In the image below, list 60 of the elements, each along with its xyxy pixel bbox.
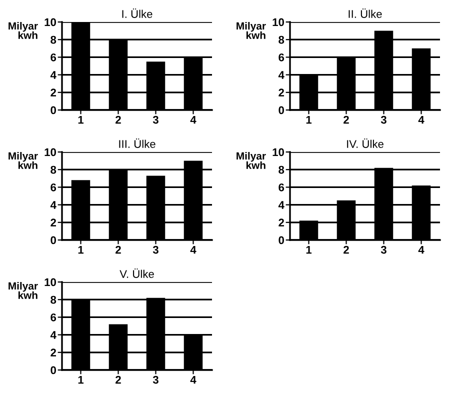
y-tick-label: 0 [50,106,56,114]
x-tick-label: 3 [152,376,158,384]
y-tick-label: 8 [278,166,284,174]
x-tick-label: 2 [344,246,349,254]
y-tick-label: 2 [50,218,56,226]
x-tick-label: 1 [78,246,84,254]
x-tick-label: 2 [116,116,121,124]
y-tick-label: 0 [278,106,284,114]
y-tick-label: 6 [278,183,284,192]
y-axis-title: Milyar kwh [8,282,38,299]
y-tick-label: 4 [50,71,56,79]
y-axis-title: Milyar kwh [236,152,266,169]
y-tick-label: 0 [278,236,284,244]
x-tick-label: 1 [78,376,84,384]
x-tick-label: 1 [306,116,312,124]
y-tick-label: 10 [44,278,56,286]
y-axis-title: Milyar kwh [236,22,266,39]
y-tick-label: 0 [50,366,56,374]
chart-title: II. Ülke [348,8,382,18]
y-tick-label: 6 [278,53,284,62]
y-axis-title: Milyar kwh [8,152,38,169]
y-axis-title: Milyar kwh [8,22,38,39]
x-tick-label: 4 [418,116,424,124]
y-tick-label: 4 [278,71,284,79]
y-tick-label: 10 [44,18,56,26]
y-tick-label: 4 [50,331,56,339]
x-tick-label: 2 [116,376,121,384]
x-tick-label: 3 [152,246,158,254]
chart-title: V. Ülke [120,268,154,278]
y-tick-label: 6 [50,53,56,62]
y-tick-label: 8 [50,36,56,44]
y-tick-label: 4 [278,201,284,209]
y-tick-label: 10 [44,148,56,156]
x-tick-label: 4 [190,246,196,254]
y-tick-label: 2 [278,218,284,226]
y-tick-label: 8 [50,296,56,304]
y-tick-label: 6 [50,313,56,322]
x-tick-label: 3 [380,246,386,254]
y-tick-label: 2 [50,348,56,356]
x-tick-label: 4 [190,376,196,384]
chart-title: III. Ülke [119,138,156,148]
x-tick-label: 4 [418,246,424,254]
y-tick-label: 8 [50,166,56,174]
y-tick-label: 0 [50,236,56,244]
y-tick-label: 10 [272,148,284,156]
y-tick-label: 4 [50,201,56,209]
x-tick-label: 3 [152,116,158,124]
x-tick-label: 4 [190,116,196,124]
x-tick-label: 2 [116,246,121,254]
y-tick-label: 10 [272,18,284,26]
y-tick-label: 2 [50,88,56,96]
x-tick-label: 1 [306,246,312,254]
x-tick-label: 3 [380,116,386,124]
x-tick-label: 2 [344,116,349,124]
y-tick-label: 8 [278,36,284,44]
chart-title: IV. Ülke [347,138,384,148]
chart-title: I. Ülke [122,8,152,18]
x-tick-label: 1 [78,116,84,124]
y-tick-label: 6 [50,183,56,192]
y-tick-label: 2 [278,88,284,96]
